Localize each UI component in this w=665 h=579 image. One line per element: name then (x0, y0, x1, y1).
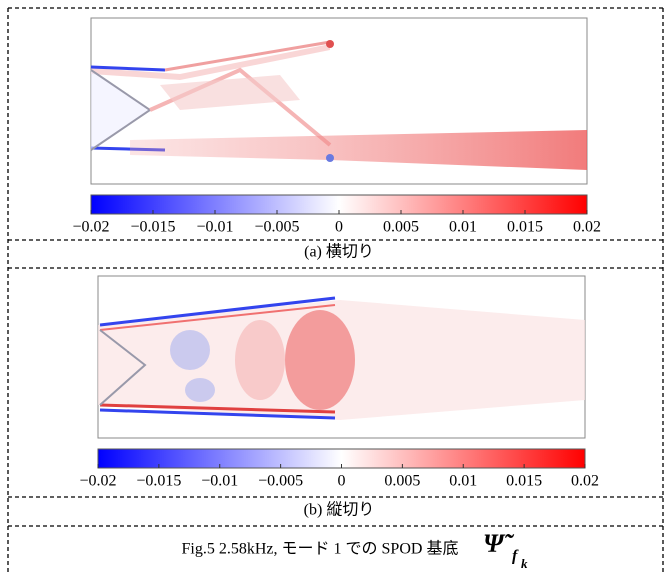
frame (7, 7, 664, 574)
colorbar-tick-label: −0.015 (130, 219, 175, 236)
colorbar-tick-label: −0.02 (72, 219, 109, 236)
caption-subsubscript: k (521, 556, 528, 571)
field-image (97, 275, 586, 439)
colorbar-tick-label: −0.01 (201, 473, 238, 490)
colorbar-tick-label: −0.02 (79, 473, 116, 490)
colorbar-tick-label: −0.005 (254, 219, 299, 236)
colorbar-tick-label: 0.005 (383, 219, 419, 236)
panel-caption: (b) 縦切り (304, 501, 375, 519)
colorbar-tick-label: 0.015 (506, 473, 542, 490)
colorbar-tick-label: −0.005 (258, 473, 303, 490)
colorbar-tick-label: 0.005 (384, 473, 420, 490)
colorbar-tick-label: 0.02 (571, 473, 599, 490)
caption-symbol: Ψ̃ (483, 529, 515, 558)
caption-subscript: f (512, 548, 519, 565)
colorbar-tick-label: 0.015 (507, 219, 543, 236)
colorbar-tick-label: 0.01 (449, 219, 477, 236)
colorbar-tick-label: 0 (338, 473, 346, 490)
colorbar-tick-label: 0.01 (449, 473, 477, 490)
colorbar-tick-label: −0.015 (136, 473, 181, 490)
colorbar-tick-label: −0.01 (196, 219, 233, 236)
panel-caption: (a) 横切り (304, 243, 374, 261)
colorbar-tick-label: 0 (335, 219, 343, 236)
field-image (90, 17, 588, 185)
figure-caption: Fig.5 2.58kHz, モード 1 での SPOD 基底 (182, 540, 459, 558)
colorbar-tick-label: 0.02 (573, 219, 601, 236)
